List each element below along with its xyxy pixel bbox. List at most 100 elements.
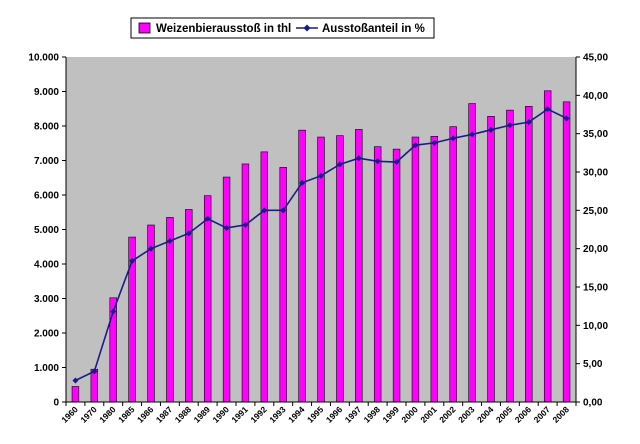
left-tick-label: 5.000 <box>34 225 59 236</box>
x-tick-label: 1986 <box>135 404 156 425</box>
bar-1997 <box>355 129 363 403</box>
bar-1991 <box>241 163 250 403</box>
bar-1960 <box>71 386 80 403</box>
x-tick-label: 2003 <box>456 404 477 425</box>
bar-2002 <box>449 126 457 403</box>
line-series <box>72 106 570 384</box>
bar-1998 <box>373 146 382 403</box>
right-tick-label: 0,00 <box>583 398 603 409</box>
x-tick-label: 1999 <box>381 404 402 425</box>
x-tick-label: 1994 <box>286 404 307 425</box>
x-tick-label: 2004 <box>475 404 496 425</box>
x-tick-label: 1980 <box>97 404 118 425</box>
right-tick-label: 45,00 <box>583 53 608 64</box>
bar-1989 <box>203 195 212 403</box>
bar-2004 <box>487 116 495 403</box>
bar-1996 <box>336 135 344 403</box>
x-tick-label: 2005 <box>494 404 515 425</box>
x-tick-label: 2000 <box>399 404 420 425</box>
x-tick-label: 1970 <box>78 404 99 425</box>
line-point-1991 <box>242 221 249 228</box>
bar-series <box>71 90 571 403</box>
x-tick-label: 2002 <box>437 404 458 425</box>
bar-1987 <box>166 217 174 403</box>
x-tick-label: 1960 <box>59 404 80 425</box>
line-point-1998 <box>374 158 381 165</box>
line-point-1980 <box>110 308 117 315</box>
right-tick-label: 40,00 <box>583 91 608 102</box>
line-point-1994 <box>299 179 306 186</box>
legend-label-bar: Weizenbierausstoß in thl <box>156 23 291 35</box>
line-point-1997 <box>355 155 362 162</box>
x-tick-label: 1998 <box>362 404 383 425</box>
right-tick-label: 35,00 <box>583 129 608 140</box>
legend-frame <box>130 17 435 39</box>
left-tick-label: 0 <box>53 398 59 409</box>
bar-1994 <box>298 129 306 403</box>
line-point-1988 <box>185 230 192 237</box>
line-point-1986 <box>148 245 154 252</box>
x-tick-label: 2007 <box>532 404 553 425</box>
line-point-1992 <box>261 207 268 214</box>
line-point-1970 <box>91 368 98 375</box>
bar-2007 <box>543 90 552 403</box>
legend-swatch-marker <box>303 24 311 32</box>
x-tick-label: 1985 <box>116 404 137 425</box>
bar-1992 <box>260 151 269 403</box>
bar-1999 <box>392 148 401 403</box>
x-tick-label: 1993 <box>267 404 288 425</box>
line-point-2000 <box>412 142 419 149</box>
line-point-2006 <box>525 119 532 126</box>
right-tick-label: 15,00 <box>583 283 608 294</box>
x-axis-ticks: 1960197019801985198619871988198919901991… <box>59 402 577 425</box>
x-tick-label: 1987 <box>154 404 175 425</box>
x-tick-label: 1992 <box>248 404 269 425</box>
x-tick-label: 2006 <box>513 404 534 425</box>
line-point-2001 <box>431 139 438 146</box>
bar-2006 <box>525 106 533 403</box>
left-tick-label: 4.000 <box>34 260 59 271</box>
right-tick-label: 10,00 <box>583 321 608 332</box>
left-tick-label: 6.000 <box>34 191 59 202</box>
bar-2003 <box>468 103 476 403</box>
right-tick-label: 25,00 <box>583 206 608 217</box>
bar-2001 <box>430 136 439 403</box>
bar-2000 <box>411 136 420 403</box>
x-tick-label: 1996 <box>324 404 345 425</box>
x-tick-label: 1995 <box>305 404 326 425</box>
line-point-1993 <box>280 207 287 214</box>
right-axis-ticks: 0,00 5,00 10,00 15,00 20,00 25,00 30,00 35,00 40… <box>576 53 608 409</box>
line-point-2005 <box>506 122 513 129</box>
bar-2005 <box>506 109 514 403</box>
left-tick-label: 2.000 <box>34 329 59 340</box>
line-point-2004 <box>488 126 494 133</box>
x-tick-label: 1989 <box>192 404 213 425</box>
legend-label-line: Ausstoßanteil in % <box>322 23 425 35</box>
line-point-2003 <box>469 131 476 138</box>
line-point-1999 <box>393 159 400 166</box>
bar-1993 <box>279 167 287 403</box>
line-point-2008 <box>563 115 570 122</box>
left-tick-label: 8.000 <box>34 122 59 133</box>
x-tick-label: 1988 <box>173 404 194 425</box>
bar-2008 <box>562 101 571 403</box>
right-tick-label: 30,00 <box>583 168 608 179</box>
line-point-1990 <box>223 224 230 231</box>
line-point-1995 <box>318 172 324 179</box>
x-tick-label: 1991 <box>229 404 250 425</box>
legend-swatch-bar <box>138 22 151 34</box>
left-tick-label: 7.000 <box>34 156 59 167</box>
right-tick-label: 5,00 <box>583 359 603 370</box>
x-tick-label: 2008 <box>551 404 572 425</box>
line-point-2002 <box>450 135 457 142</box>
line-point-1960 <box>72 377 79 384</box>
legend: Weizenbierausstoß in thl Ausstoßanteil i… <box>130 17 435 39</box>
x-tick-label: 1990 <box>211 404 232 425</box>
x-tick-label: 2001 <box>418 404 439 425</box>
line-point-1985 <box>129 257 136 264</box>
line-point-1987 <box>166 238 173 244</box>
line-point-1996 <box>336 161 343 168</box>
right-tick-label: 20,00 <box>583 244 608 255</box>
left-tick-label: 9.000 <box>34 87 59 98</box>
